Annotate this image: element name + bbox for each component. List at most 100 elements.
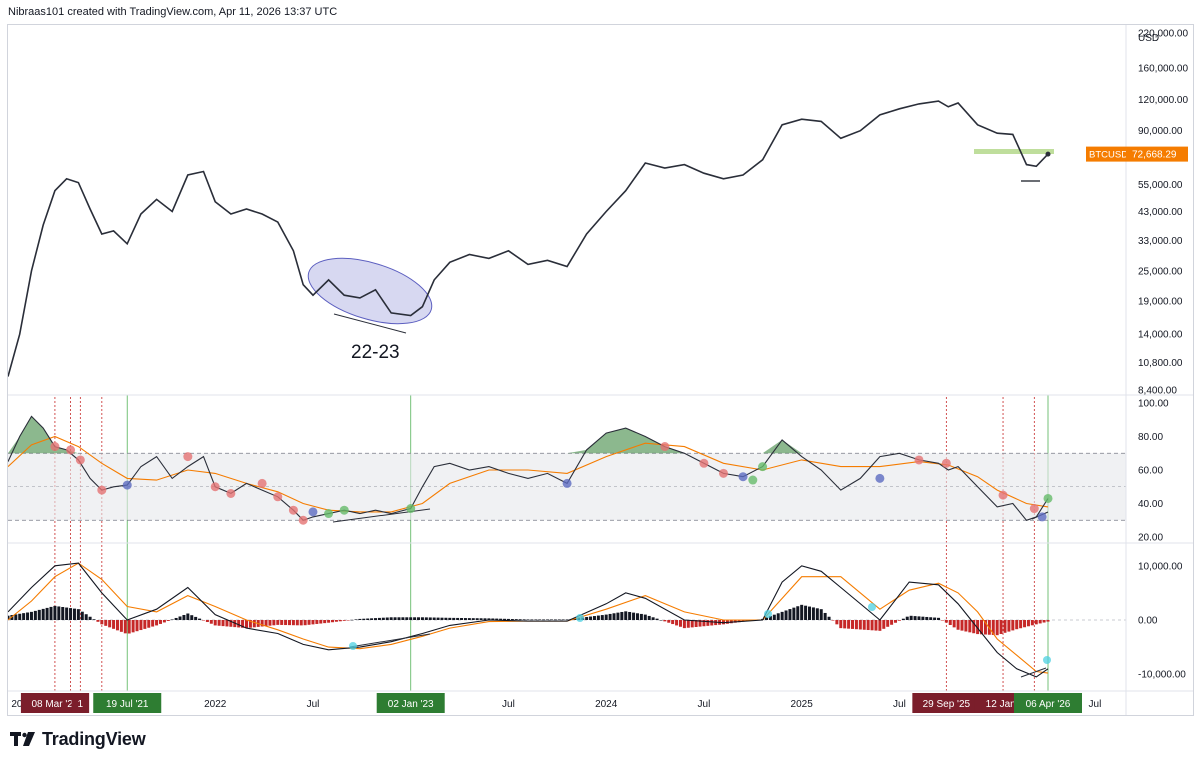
rsi-marker-red bbox=[210, 482, 220, 492]
time-badge-label: 06 Apr '26 bbox=[1026, 699, 1071, 710]
histogram-bar bbox=[819, 609, 823, 620]
histogram-bar bbox=[655, 618, 659, 620]
histogram-bar bbox=[186, 613, 190, 620]
histogram-bar bbox=[45, 607, 49, 620]
histogram-bar bbox=[503, 618, 507, 620]
time-label: Jul bbox=[1089, 699, 1102, 710]
time-label: Jul bbox=[698, 699, 711, 710]
histogram-bar bbox=[635, 613, 639, 620]
histogram-bar bbox=[139, 620, 143, 631]
price-tick-label: 220,000.00 bbox=[1138, 29, 1188, 40]
price-tick-label: 55,000.00 bbox=[1138, 180, 1183, 191]
histogram-bar bbox=[780, 611, 784, 620]
histogram-bar bbox=[764, 617, 768, 620]
histogram-bar bbox=[604, 614, 608, 620]
histogram-bar bbox=[510, 619, 514, 620]
histogram-bar bbox=[366, 618, 370, 620]
histogram-bar bbox=[53, 605, 57, 620]
histogram-bar bbox=[682, 620, 686, 629]
histogram-bar bbox=[815, 608, 819, 620]
histogram-bar bbox=[874, 620, 878, 631]
right-price-scale[interactable]: USD 220,000.00 160,000.00 120,000.00 90,000… bbox=[1086, 25, 1188, 715]
histogram-bar bbox=[897, 620, 901, 621]
histogram-bar bbox=[956, 620, 960, 630]
time-labels: 202 2022 Jul Jul 2024 Jul 2025 Jul Jul bbox=[11, 699, 1101, 710]
macd-histogram bbox=[6, 604, 1050, 636]
histogram-bar bbox=[389, 617, 393, 620]
histogram-bar bbox=[546, 619, 550, 620]
chart-caption: Nibraas101 created with TradingView.com,… bbox=[8, 6, 338, 18]
histogram-bar bbox=[198, 618, 202, 620]
macd-line bbox=[7, 562, 1049, 678]
histogram-bar bbox=[119, 620, 123, 632]
time-label: Jul bbox=[502, 699, 515, 710]
time-axis[interactable]: 202 2022 Jul Jul 2024 Jul 2025 Jul Jul 08 Mar '2… bbox=[8, 690, 1193, 713]
histogram-bar bbox=[428, 617, 432, 620]
tradingview-logo-icon bbox=[10, 731, 35, 746]
histogram-bar bbox=[499, 618, 503, 620]
price-series-line bbox=[7, 100, 1049, 377]
histogram-bar bbox=[104, 620, 108, 626]
histogram-bar bbox=[331, 620, 335, 623]
histogram-bar bbox=[22, 613, 26, 620]
histogram-bar bbox=[808, 606, 812, 620]
histogram-bar bbox=[131, 620, 135, 633]
histogram-bar bbox=[827, 616, 831, 620]
histogram-bar bbox=[534, 619, 538, 620]
bear-market-ellipse bbox=[307, 257, 433, 325]
rsi-marker-blue bbox=[875, 473, 885, 483]
time-badge-bg bbox=[1014, 693, 1082, 713]
histogram-bar bbox=[995, 620, 999, 636]
histogram-bar bbox=[1042, 620, 1046, 623]
histogram-bar bbox=[706, 620, 710, 626]
histogram-bar bbox=[823, 612, 827, 620]
histogram-bar bbox=[452, 617, 456, 620]
histogram-bar bbox=[843, 620, 847, 629]
histogram-bar bbox=[890, 620, 894, 625]
time-badge-label: 19 Jul '21 bbox=[106, 699, 149, 710]
macd-divergence-line-2 bbox=[1020, 667, 1047, 678]
histogram-bar bbox=[851, 620, 855, 629]
histogram-bar bbox=[358, 618, 362, 620]
histogram-bar bbox=[788, 609, 792, 620]
histogram-bar bbox=[886, 620, 890, 627]
footer: TradingView bbox=[10, 729, 146, 750]
histogram-bar bbox=[968, 620, 972, 633]
ticker-tag: BTCUSD bbox=[1089, 150, 1128, 161]
rsi-marker-red bbox=[660, 442, 670, 452]
rsi-tick-label: 80.00 bbox=[1138, 432, 1163, 443]
rsi-marker-red bbox=[66, 445, 76, 455]
histogram-bar bbox=[495, 618, 499, 620]
macd-signal-line bbox=[7, 562, 1049, 674]
histogram-bar bbox=[225, 620, 229, 627]
histogram-bar bbox=[530, 619, 534, 620]
logo-slash bbox=[23, 731, 35, 746]
rsi-marker-blue bbox=[1037, 512, 1047, 522]
histogram-bar bbox=[41, 608, 45, 620]
rsi-markers bbox=[50, 442, 1053, 525]
histogram-bar bbox=[538, 619, 542, 620]
rsi-marker-blue bbox=[562, 478, 572, 488]
histogram-bar bbox=[1026, 620, 1030, 627]
histogram-bar bbox=[964, 620, 968, 632]
histogram-bar bbox=[596, 615, 600, 620]
price-tick-label: 19,000.00 bbox=[1138, 296, 1183, 307]
tradingview-brand: TradingView bbox=[42, 729, 146, 749]
macd-cross-marker bbox=[576, 614, 584, 622]
histogram-bar bbox=[272, 620, 276, 626]
histogram-bar bbox=[147, 620, 151, 628]
histogram-bar bbox=[291, 620, 295, 626]
histogram-bar bbox=[108, 620, 112, 628]
histogram-bar bbox=[209, 620, 213, 624]
histogram-bar bbox=[589, 616, 593, 620]
histogram-bar bbox=[61, 607, 65, 620]
time-label: Jul bbox=[893, 699, 906, 710]
histogram-bar bbox=[768, 616, 772, 620]
histogram-bar bbox=[252, 620, 256, 628]
time-badge-label: 29 Sep '25 bbox=[923, 699, 971, 710]
histogram-bar bbox=[205, 620, 209, 623]
histogram-bar bbox=[6, 615, 10, 620]
histogram-bar bbox=[295, 620, 299, 626]
chart-svg[interactable]: 22-23 bbox=[6, 25, 1193, 715]
histogram-bar bbox=[506, 618, 510, 620]
